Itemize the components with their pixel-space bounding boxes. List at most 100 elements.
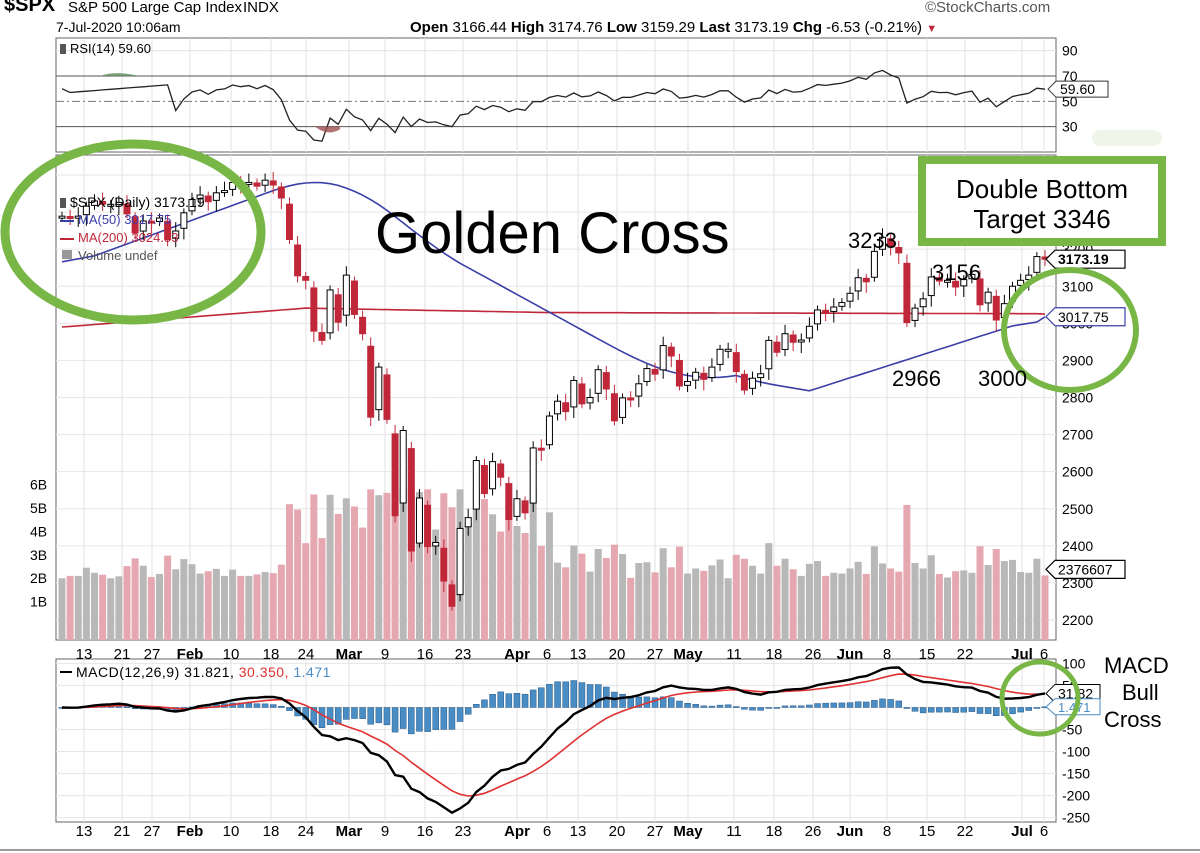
volume-bar	[984, 564, 992, 640]
candle-body	[115, 201, 123, 205]
double-bottom-line1: Double Bottom	[956, 174, 1128, 204]
candle-body	[188, 198, 196, 212]
volume-bar	[188, 564, 196, 640]
macd-histogram-bar	[123, 706, 131, 708]
x-tick-label-bottom: 15	[919, 823, 936, 840]
volume-bar	[870, 546, 878, 640]
low-value: 3159.29	[641, 19, 696, 36]
macd-line	[61, 666, 1046, 815]
candle-body	[822, 309, 830, 313]
volume-bar	[1000, 561, 1008, 640]
volume-bar	[261, 571, 269, 640]
volume-bar	[854, 561, 862, 640]
x-tick-label-bottom: 27	[144, 823, 161, 840]
last-label: Last	[699, 19, 731, 36]
macd-histogram-bar	[278, 706, 285, 708]
macd-histogram-bar	[399, 707, 407, 729]
macd-histogram-bar	[757, 707, 764, 711]
candle-body	[740, 373, 748, 391]
price-tick: 2900	[1062, 352, 1093, 368]
candle-body	[172, 230, 180, 239]
macd-histogram-bar	[570, 680, 578, 708]
candle-body	[627, 397, 635, 401]
volume-bar	[602, 557, 610, 640]
candle-body	[757, 373, 765, 379]
macd-histogram-bar	[302, 707, 309, 720]
x-tick-label-bottom: 6	[1040, 823, 1048, 840]
volume-bar	[90, 572, 98, 640]
candle-body	[123, 203, 131, 215]
annotation-3000: 3000	[978, 366, 1027, 391]
last-price-tag-text: 3173.19	[1058, 251, 1109, 267]
volume-bar	[903, 504, 911, 640]
x-tick-label: 11	[726, 646, 742, 663]
volume-bar	[147, 577, 155, 640]
candle-body	[684, 381, 692, 386]
candle-body	[440, 547, 448, 582]
x-tick-label-bottom: Apr	[504, 823, 530, 840]
macd-histogram-bar	[659, 696, 667, 708]
rsi-tick: 70	[1062, 68, 1078, 84]
volume-tick: 4B	[30, 523, 47, 539]
candle-body	[367, 345, 375, 418]
ma200-line	[61, 307, 1046, 328]
macd-histogram-bar	[326, 707, 334, 725]
x-tick-label: 10	[223, 646, 240, 663]
volume-bar	[765, 543, 773, 640]
macd-histogram-bar	[895, 700, 903, 708]
volume-tick: 5B	[30, 500, 47, 516]
macd-histogram-bar	[464, 707, 472, 715]
macd-histogram-bar	[318, 707, 326, 728]
volume-bar	[749, 565, 757, 640]
volume-bar	[610, 544, 618, 640]
x-tick-label: Jun	[837, 646, 864, 663]
price-tick: 3100	[1062, 278, 1093, 294]
volume-bar	[521, 533, 529, 640]
x-tick-label: 6	[543, 646, 551, 663]
macd-histogram-bar	[529, 689, 537, 708]
volume-bar	[814, 561, 822, 640]
volume-bar	[196, 573, 204, 640]
rsi-line	[61, 69, 1046, 142]
price-tick: 2800	[1062, 390, 1093, 406]
macd-highlight-ellipse	[999, 659, 1081, 737]
volume-bar	[659, 548, 667, 640]
volume-bar	[383, 492, 391, 640]
macd-signal-line	[62, 673, 1046, 797]
macd-bull-line2: Bull	[1122, 680, 1159, 705]
volume-bar	[139, 565, 147, 640]
candle-body	[424, 504, 432, 548]
volume-bar	[724, 578, 732, 640]
macd-histogram-bar	[554, 681, 561, 708]
candle-body	[903, 262, 911, 324]
candle-body	[489, 461, 497, 490]
high-value: 3174.76	[548, 19, 603, 36]
macd-histogram-bar	[814, 703, 821, 708]
x-tick-label: May	[673, 646, 703, 663]
macd-histogram-bar	[546, 684, 553, 708]
macd-histogram-bar	[286, 707, 293, 711]
candle-body	[505, 483, 513, 521]
volume-bar	[992, 548, 1000, 640]
volume-bar	[66, 575, 74, 640]
x-tick-label-bottom: 20	[609, 823, 626, 840]
rsi-smudge	[1092, 130, 1162, 146]
candle-body	[554, 400, 562, 415]
volume-bar	[862, 573, 870, 640]
candle-body	[992, 295, 1000, 321]
candle-body	[952, 280, 960, 288]
macd-histogram-bar	[416, 707, 423, 732]
rsi-legend-icon	[60, 44, 66, 54]
chg-value: -6.53 (-0.21%)	[826, 19, 923, 36]
macd-histogram-bar	[863, 701, 870, 708]
volume-bar	[115, 576, 123, 640]
macd-legend-hist: 1.471	[293, 664, 331, 680]
macd-histogram-bar	[562, 681, 569, 708]
candle-body	[66, 215, 74, 219]
macd-histogram-bar	[489, 693, 496, 708]
candle-body	[984, 291, 992, 304]
volume-bar	[82, 567, 90, 640]
candle-body	[675, 359, 683, 387]
macd-histogram-bar	[448, 707, 456, 730]
macd-histogram-bar	[993, 707, 1000, 716]
